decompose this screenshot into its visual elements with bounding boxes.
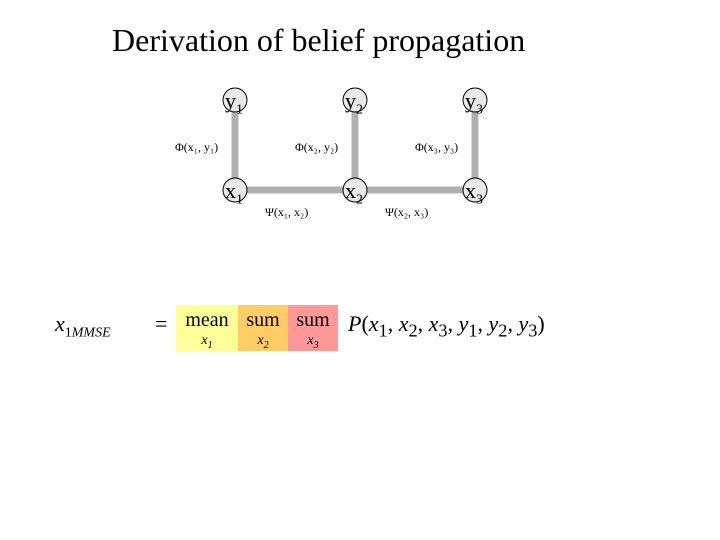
psi-label-1: Ψ(x₁, x₂) <box>265 205 308 220</box>
eq-op-sub-2: x2 <box>242 333 284 351</box>
node-label-x1: x1 <box>225 178 243 208</box>
node-label-y1: y1 <box>225 88 243 118</box>
phi-label-2: Φ(x₂, y₂) <box>295 140 338 155</box>
factor-graph <box>0 0 720 260</box>
psi-label-2: Ψ(x₂, x₃) <box>385 205 428 220</box>
eq-equals: = <box>155 311 167 337</box>
phi-label-3: Φ(x₃, y₃) <box>415 140 458 155</box>
eq-op-sub-3: x3 <box>292 333 334 351</box>
node-label-x3: x3 <box>465 178 483 208</box>
eq-rhs: P(x1, x2, x3, y1, y2, y3) <box>348 311 545 341</box>
phi-label-1: Φ(x₁, y₁) <box>175 140 218 155</box>
eq-op-1: mean <box>180 309 234 332</box>
node-label-y3: y3 <box>465 88 483 118</box>
node-label-y2: y2 <box>345 88 363 118</box>
eq-op-2: sum <box>242 309 284 332</box>
eq-lhs: x1MMSE <box>55 311 111 341</box>
node-label-x2: x2 <box>345 178 363 208</box>
eq-op-sub-1: x1 <box>180 333 234 351</box>
eq-op-3: sum <box>292 309 334 332</box>
